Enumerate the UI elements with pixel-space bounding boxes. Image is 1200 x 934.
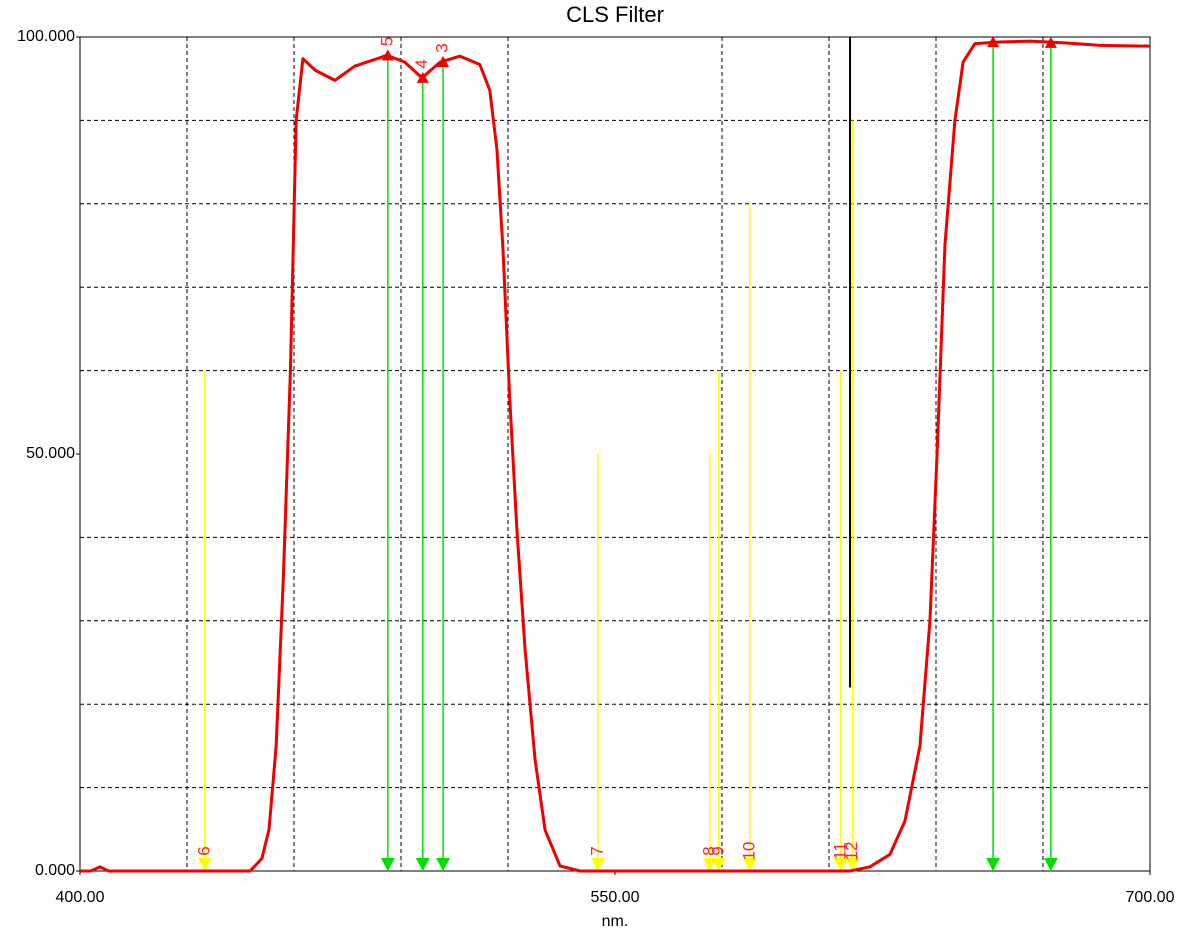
- x-tick-label: 700.00: [1126, 889, 1175, 906]
- data-line: [80, 39, 1151, 873]
- y-tick-label: 100.000: [17, 28, 75, 45]
- cursor-point: [1044, 36, 1057, 48]
- y-tick-label: 0.000: [35, 862, 75, 879]
- cursor-label: 3: [433, 43, 452, 52]
- cursor-point: [987, 36, 1000, 48]
- cursor-label: 12: [842, 842, 861, 861]
- x-tick-label: 550.00: [591, 889, 640, 906]
- cursor-arrow: [742, 858, 757, 871]
- cursor-arrow: [833, 858, 848, 871]
- cursor-point: [437, 56, 450, 68]
- y-tick-label: 50.000: [26, 445, 75, 462]
- cursor-arrow: [702, 858, 717, 871]
- cursor-arrow: [380, 858, 395, 871]
- cursor-label: 5: [377, 37, 396, 46]
- cursor-label: 8: [699, 846, 718, 855]
- cursor-point: [381, 49, 394, 61]
- cursor-arrow: [711, 858, 726, 871]
- cursor-label: 7: [587, 846, 606, 855]
- cursor-arrow: [986, 858, 1001, 871]
- cursor-label: 9: [708, 846, 727, 855]
- plot-frame: [79, 36, 1151, 872]
- cursor-arrow: [436, 858, 451, 871]
- cursor-arrow: [845, 858, 860, 871]
- cursor-label: 6: [194, 846, 213, 855]
- cursor-label: 10: [739, 842, 758, 861]
- cursor-arrow: [1043, 858, 1058, 871]
- cursor-label: 11: [830, 842, 849, 860]
- cursor-arrow: [415, 858, 430, 871]
- chart-title: CLS Filter: [566, 2, 664, 27]
- cursor-point: [416, 71, 429, 83]
- x-tick-label: 400.00: [56, 889, 105, 906]
- x-axis-label: nm.: [602, 913, 629, 930]
- cursor-arrow: [590, 858, 605, 871]
- cursor-arrow: [197, 858, 212, 871]
- cursor-label: 4: [412, 59, 431, 68]
